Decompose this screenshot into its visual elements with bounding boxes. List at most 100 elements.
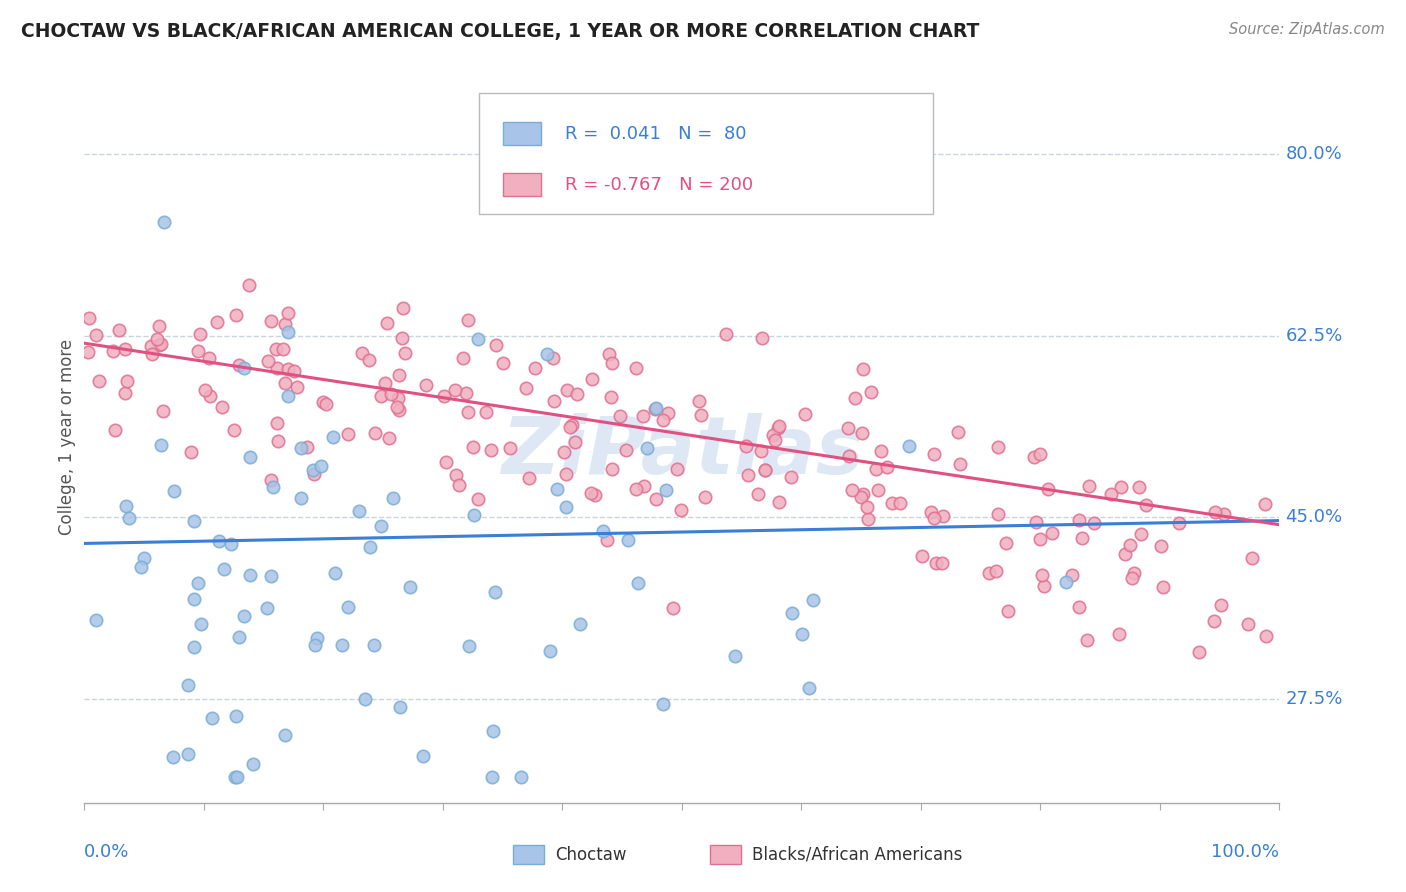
- Point: [233, 361, 256, 376]
- Point: [219, 537, 242, 551]
- Text: R = -0.767   N = 200: R = -0.767 N = 200: [565, 176, 754, 194]
- Point: [1099, 487, 1122, 501]
- Point: [228, 630, 250, 644]
- Point: [118, 511, 141, 525]
- Point: [763, 434, 786, 448]
- Point: [869, 444, 891, 458]
- Point: [617, 533, 640, 547]
- Point: [651, 413, 673, 427]
- Point: [457, 313, 479, 327]
- Point: [1213, 507, 1236, 521]
- Point: [1152, 581, 1174, 595]
- Point: [644, 402, 666, 417]
- Point: [754, 463, 776, 477]
- Point: [856, 500, 879, 515]
- Point: [920, 505, 942, 519]
- Point: [654, 483, 676, 498]
- Point: [378, 431, 401, 445]
- Point: [387, 391, 409, 405]
- Point: [799, 681, 821, 695]
- Point: [467, 492, 489, 507]
- Point: [260, 568, 283, 582]
- Point: [524, 360, 547, 375]
- Point: [225, 308, 247, 322]
- Text: 62.5%: 62.5%: [1285, 327, 1343, 345]
- Point: [446, 468, 468, 483]
- FancyBboxPatch shape: [513, 845, 544, 864]
- Point: [1040, 526, 1063, 541]
- Point: [876, 459, 898, 474]
- Point: [242, 756, 264, 771]
- Point: [415, 378, 437, 392]
- Point: [852, 487, 875, 501]
- Point: [434, 455, 457, 469]
- Point: [1202, 614, 1225, 628]
- FancyBboxPatch shape: [503, 122, 541, 145]
- Point: [851, 490, 873, 504]
- Point: [302, 463, 325, 477]
- Point: [290, 491, 312, 506]
- Point: [1033, 579, 1056, 593]
- Point: [458, 640, 481, 654]
- Point: [86, 613, 108, 627]
- Point: [922, 447, 945, 461]
- Point: [1025, 515, 1047, 529]
- Point: [152, 404, 174, 418]
- Point: [931, 556, 953, 570]
- Point: [132, 550, 155, 565]
- Point: [600, 390, 623, 404]
- Point: [359, 353, 381, 368]
- Point: [212, 562, 235, 576]
- Point: [645, 401, 668, 415]
- Point: [995, 536, 1018, 550]
- Text: 100.0%: 100.0%: [1212, 843, 1279, 861]
- Point: [208, 534, 231, 549]
- Point: [592, 524, 614, 538]
- Point: [541, 351, 564, 365]
- Point: [1083, 516, 1105, 530]
- Point: [337, 599, 360, 614]
- Point: [264, 343, 287, 357]
- Point: [479, 442, 502, 457]
- Point: [1022, 450, 1045, 464]
- Point: [1076, 633, 1098, 648]
- Point: [375, 316, 398, 330]
- Point: [114, 385, 136, 400]
- Point: [388, 402, 411, 417]
- Point: [277, 361, 299, 376]
- Point: [633, 409, 655, 423]
- FancyBboxPatch shape: [503, 173, 541, 196]
- Point: [114, 342, 136, 356]
- Point: [484, 585, 506, 599]
- Point: [882, 496, 904, 510]
- Point: [187, 344, 209, 359]
- Point: [451, 351, 474, 365]
- FancyBboxPatch shape: [479, 94, 934, 214]
- Point: [177, 747, 200, 761]
- Point: [467, 332, 489, 346]
- Point: [790, 626, 813, 640]
- Point: [224, 770, 246, 784]
- FancyBboxPatch shape: [710, 845, 741, 864]
- Point: [485, 338, 508, 352]
- Point: [183, 591, 205, 606]
- Point: [553, 445, 575, 459]
- Point: [1069, 600, 1091, 615]
- Point: [1204, 505, 1226, 519]
- Point: [665, 461, 688, 475]
- Point: [657, 406, 679, 420]
- Point: [359, 541, 381, 555]
- Point: [598, 346, 620, 360]
- Point: [398, 580, 420, 594]
- Point: [382, 491, 405, 506]
- Point: [579, 485, 602, 500]
- Point: [233, 609, 256, 624]
- Point: [108, 323, 131, 337]
- Point: [481, 770, 503, 784]
- Point: [997, 604, 1019, 618]
- Point: [1135, 499, 1157, 513]
- Point: [103, 343, 125, 358]
- Point: [385, 401, 408, 415]
- Point: [1031, 567, 1053, 582]
- Point: [146, 332, 169, 346]
